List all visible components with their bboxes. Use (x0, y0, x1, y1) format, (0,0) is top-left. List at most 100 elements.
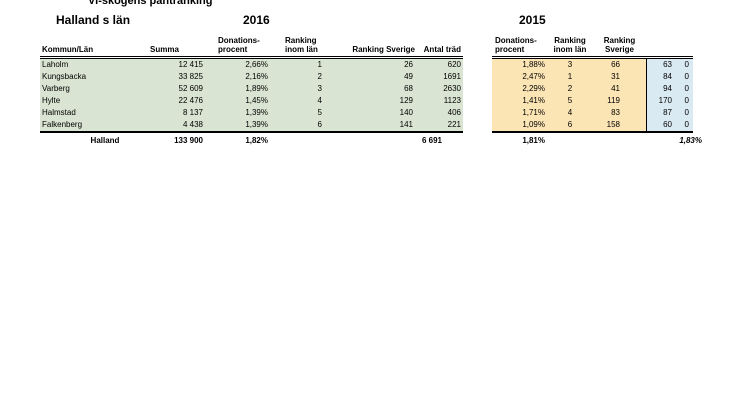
cell-extra-a: 63 (647, 59, 675, 71)
cell-donationsprocent: 2,66% (203, 59, 268, 71)
cell-kommun: Kungsbacka (40, 71, 150, 83)
cell-ranking-sverige: 41 (592, 83, 647, 95)
cell-donationsprocent: 2,16% (203, 71, 268, 83)
cell-antal-trad: 620 (415, 59, 463, 71)
year-label-2016: 2016 (243, 13, 270, 27)
cell-ranking-sverige: 83 (592, 107, 647, 119)
cell-ranking-sverige: 68 (325, 83, 415, 95)
cell-antal-trad: 1123 (415, 95, 463, 107)
header-summa: Summa (150, 45, 179, 54)
cell-summa: 8 137 (150, 107, 203, 119)
header-ranking-sverige: Ranking Sverige (352, 45, 415, 54)
cell-donationsprocent: 1,88% (492, 59, 548, 71)
cell-antal-trad: 2630 (415, 83, 463, 95)
cell-ranking-inom-lan: 4 (548, 107, 592, 119)
cell-donationsprocent: 1,39% (203, 119, 268, 131)
cell-ranking-inom-lan: 3 (548, 59, 592, 71)
cell-ranking-inom-lan: 6 (548, 119, 592, 131)
cell-extra-b: 0 (675, 107, 693, 119)
cell-summa: 22 476 (150, 95, 203, 107)
total-antal-trad: 6 691 (421, 136, 442, 145)
table-row: 2,29% 2 41 94 0 (492, 83, 693, 95)
header-donationsprocent: Donations-procent (495, 36, 537, 54)
cell-summa: 12 415 (150, 59, 203, 71)
total-empty (548, 133, 592, 148)
cell-kommun: Falkenberg (40, 119, 150, 131)
total-summa: 133 900 (174, 136, 203, 145)
header-ranking-inom-lan: Ranking inom län (553, 36, 587, 54)
table-row: 1,71% 4 83 87 0 (492, 107, 693, 119)
cell-ranking-inom-lan: 1 (548, 71, 592, 83)
cell-ranking-sverige: 141 (325, 119, 415, 131)
header-antal-trad: Antal träd (423, 45, 461, 54)
cell-ranking-inom-lan: 2 (548, 83, 592, 95)
total-extra: 1,83% (679, 136, 702, 145)
header-ranking-sverige: Ranking Sverige (603, 36, 636, 54)
cell-kommun: Varberg (40, 83, 150, 95)
header-ranking-inom-lan: Ranking inom län (285, 36, 318, 54)
cell-extra-a: 84 (647, 71, 675, 83)
cell-ranking-inom-lan: 5 (268, 107, 325, 119)
cell-extra-a: 87 (647, 107, 675, 119)
table-row: 1,41% 5 119 170 0 (492, 95, 693, 107)
cell-ranking-sverige: 129 (325, 95, 415, 107)
total-empty (268, 133, 325, 148)
cell-donationsprocent: 2,47% (492, 71, 548, 83)
cell-ranking-sverige: 119 (592, 95, 647, 107)
cell-kommun: Halmstad (40, 107, 150, 119)
table-2016: Kommun/Län Summa Donations-procent Ranki… (40, 31, 463, 148)
table-row: Falkenberg 4 438 1,39% 6 141 221 (40, 119, 463, 131)
cell-donationsprocent: 1,39% (203, 107, 268, 119)
header-donationsprocent: Donations-procent (218, 36, 260, 54)
table-row: 1,88% 3 66 63 0 (492, 59, 693, 71)
cell-ranking-inom-lan: 1 (268, 59, 325, 71)
header-kommun-lan: Kommun/Län (42, 45, 94, 54)
table-2016-total-row: Halland 133 900 1,82% 6 691 (40, 131, 463, 148)
cell-extra-b: 0 (675, 59, 693, 71)
table-row: Halmstad 8 137 1,39% 5 140 406 (40, 107, 463, 119)
cell-summa: 52 609 (150, 83, 203, 95)
cell-ranking-inom-lan: 2 (268, 71, 325, 83)
total-label: Halland (90, 136, 120, 145)
cell-ranking-sverige: 26 (325, 59, 415, 71)
cell-ranking-sverige: 49 (325, 71, 415, 83)
cell-ranking-inom-lan: 6 (268, 119, 325, 131)
year-label-2015: 2015 (519, 13, 546, 27)
page-title: Vi-skogens pantranking (88, 0, 213, 7)
cell-donationsprocent: 1,45% (203, 95, 268, 107)
header-empty (647, 54, 675, 56)
cell-extra-a: 60 (647, 119, 675, 131)
table-row: Laholm 12 415 2,66% 1 26 620 (40, 59, 463, 71)
cell-donationsprocent: 1,71% (492, 107, 548, 119)
total-empty (592, 133, 647, 148)
table-2015-header-row: Donations-procent Ranking inom län Rankin… (492, 31, 693, 59)
cell-donationsprocent: 1,89% (203, 83, 268, 95)
cell-extra-b: 0 (675, 119, 693, 131)
cell-extra-a: 170 (647, 95, 675, 107)
table-row: Kungsbacka 33 825 2,16% 2 49 1691 (40, 71, 463, 83)
cell-kommun: Laholm (40, 59, 150, 71)
table-row: 1,09% 6 158 60 0 (492, 119, 693, 131)
table-2015-total-row: 1,81% 1,83% (492, 131, 702, 148)
cell-antal-trad: 1691 (415, 71, 463, 83)
cell-donationsprocent: 2,29% (492, 83, 548, 95)
cell-donationsprocent: 1,41% (492, 95, 548, 107)
cell-extra-a: 94 (647, 83, 675, 95)
cell-donationsprocent: 1,09% (492, 119, 548, 131)
region-subtitle: Halland s län (56, 13, 131, 27)
cell-ranking-sverige: 66 (592, 59, 647, 71)
table-2015: Donations-procent Ranking inom län Rankin… (492, 31, 702, 148)
cell-summa: 4 438 (150, 119, 203, 131)
cell-extra-b: 0 (675, 83, 693, 95)
total-empty (325, 133, 415, 148)
table-row: Hylte 22 476 1,45% 4 129 1123 (40, 95, 463, 107)
cell-extra-b: 0 (675, 71, 693, 83)
table-row: Varberg 52 609 1,89% 3 68 2630 (40, 83, 463, 95)
cell-ranking-sverige: 31 (592, 71, 647, 83)
cell-extra-b: 0 (675, 95, 693, 107)
cell-ranking-inom-lan: 5 (548, 95, 592, 107)
table-row: 2,47% 1 31 84 0 (492, 71, 693, 83)
total-donationsprocent: 1,82% (245, 136, 268, 145)
table-2016-header-row: Kommun/Län Summa Donations-procent Ranki… (40, 31, 463, 59)
